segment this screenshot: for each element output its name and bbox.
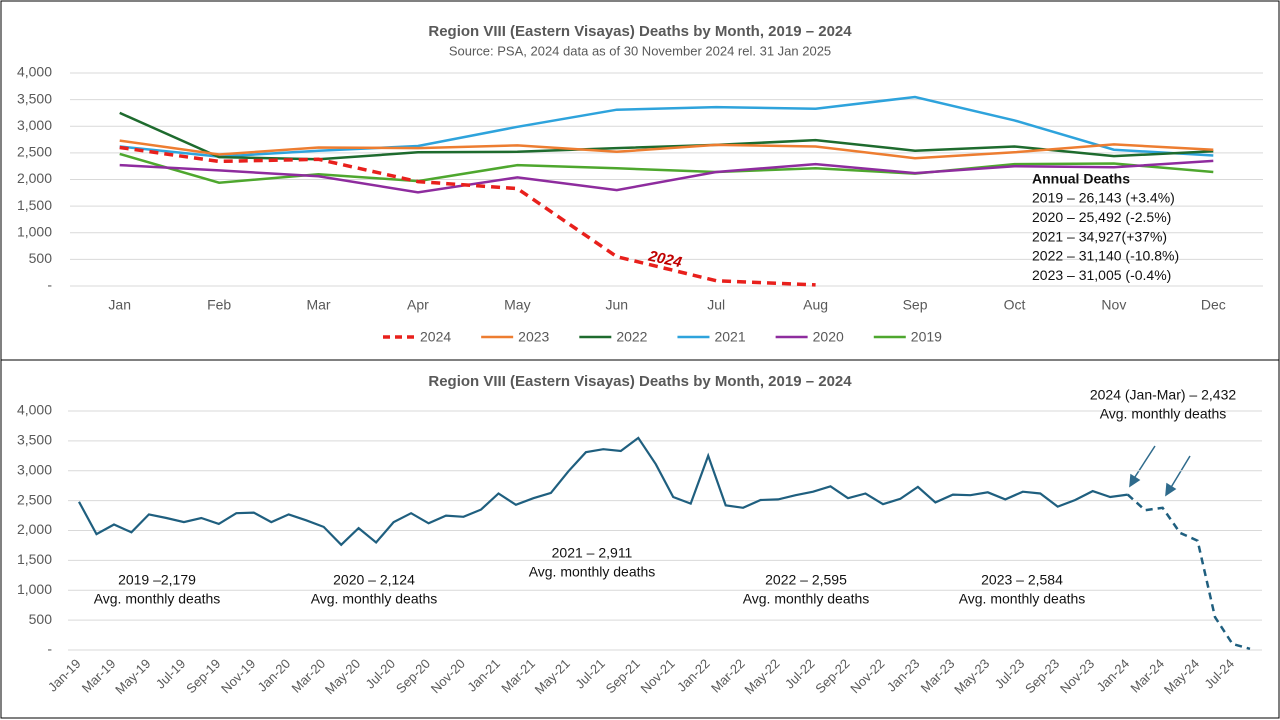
series-line (119, 95, 1214, 158)
annotation: Avg. monthly deaths (529, 564, 656, 580)
y-tick-label: 2,500 (17, 144, 52, 160)
chart-subtitle: Source: PSA, 2024 data as of 30 November… (449, 43, 831, 58)
annotation: 2020 – 25,492 (-2.5%) (1032, 209, 1171, 225)
legend-label: 2019 (911, 329, 942, 345)
legend-label: 2021 (714, 329, 745, 345)
y-tick-label: 4,000 (17, 402, 52, 418)
annotation: Avg. monthly deaths (1100, 406, 1227, 422)
annotation: 2023 – 31,005 (-0.4%) (1032, 267, 1171, 283)
x-tick-label: Jan-19 (45, 656, 84, 695)
x-tick-label: Feb (207, 297, 231, 313)
annotation: 2023 – 2,584 (981, 572, 1063, 588)
y-tick-label: 1,500 (17, 197, 52, 213)
y-tick-label: 2,000 (17, 521, 52, 537)
series-line-dashed (1126, 493, 1251, 651)
x-tick-label: Jan-21 (464, 656, 503, 695)
y-tick-label: 4,000 (17, 64, 52, 80)
x-tick-label: Dec (1201, 297, 1226, 313)
x-tick-label: May-19 (112, 656, 153, 697)
legend-label: 2022 (616, 329, 647, 345)
x-tick-label: Nov-19 (218, 656, 258, 696)
x-tick-label: May (504, 297, 530, 313)
x-tick-label: Nov-20 (428, 656, 468, 696)
x-tick-label: Sep-19 (183, 656, 223, 696)
annotation: 2022 – 31,140 (-10.8%) (1032, 248, 1179, 264)
x-tick-label: Sep (903, 297, 928, 313)
annotation: 2021 – 34,927(+37%) (1032, 228, 1167, 244)
arrows (1129, 445, 1191, 497)
annotation: 2019 – 26,143 (+3.4%) (1032, 190, 1175, 206)
y-tick-label: 1,000 (17, 223, 52, 239)
x-tick-label: Nov (1101, 297, 1126, 313)
x-tick-label: Mar-23 (918, 656, 958, 696)
x-tick-label: Nov-23 (1057, 656, 1097, 696)
legend-label: 2024 (420, 329, 451, 345)
annotation: Avg. monthly deaths (94, 591, 221, 607)
annotation: Avg. monthly deaths (311, 591, 438, 607)
y-tick-label: 2,500 (17, 491, 52, 507)
x-tick-label: Mar-24 (1127, 656, 1167, 696)
y-tick-label: 2,000 (17, 170, 52, 186)
annotation: Avg. monthly deaths (743, 591, 870, 607)
y-tick-label: 500 (29, 250, 53, 266)
x-tick-label: Apr (407, 297, 429, 313)
x-tick-label: Jan-20 (255, 656, 294, 695)
legend-label: 2020 (813, 329, 844, 345)
x-tick-label: Jul-24 (1201, 656, 1237, 692)
chart-frame (0, 359, 1280, 719)
x-tick-label: May-23 (951, 656, 992, 697)
x-tick-label: Aug (803, 297, 828, 313)
x-tick-label: Jun (606, 297, 629, 313)
y-tick-label: - (47, 641, 52, 657)
x-tick-label: Mar (306, 297, 330, 313)
x-tick-label: Mar-19 (79, 656, 119, 696)
annotation: 2019 –2,179 (118, 572, 196, 588)
annotation: 2020 – 2,124 (333, 572, 415, 588)
x-tick-label: Jan-22 (674, 656, 713, 695)
x-tick-label: Sep-21 (603, 656, 643, 696)
y-tick-label: 3,000 (17, 461, 52, 477)
series-label: 2024 (646, 247, 684, 271)
x-tick-label: Sep-23 (1022, 656, 1062, 696)
x-tick-label: May-21 (532, 656, 573, 697)
x-tick-label: Mar-20 (289, 656, 329, 696)
annotation: 2022 – 2,595 (765, 572, 847, 588)
x-tick-label: Nov-21 (638, 656, 678, 696)
y-tick-label: 3,000 (17, 117, 52, 133)
series-line (78, 436, 1128, 547)
x-tick-label: Mar-21 (498, 656, 538, 696)
chart-title: Region VIII (Eastern Visayas) Deaths by … (428, 23, 852, 40)
annotation: Avg. monthly deaths (959, 591, 1086, 607)
x-tick-label: Jan (108, 297, 131, 313)
legend-label: 2023 (518, 329, 549, 345)
series-line (119, 145, 816, 287)
annotation: 2024 (Jan-Mar) – 2,432 (1090, 387, 1237, 403)
y-tick-label: - (47, 277, 52, 293)
x-tick-label: Mar-22 (708, 656, 748, 696)
x-tick-label: Sep-22 (812, 656, 852, 696)
y-tick-label: 500 (29, 611, 53, 627)
annotation-title: Annual Deaths (1032, 171, 1130, 187)
x-tick-label: May-22 (741, 656, 782, 697)
x-tick-label: Jan-23 (884, 656, 923, 695)
x-tick-label: Oct (1004, 297, 1026, 313)
series-line (119, 139, 1214, 160)
chart-title: Region VIII (Eastern Visayas) Deaths by … (428, 373, 852, 390)
x-tick-label: May-20 (322, 656, 363, 697)
x-tick-label: Nov-22 (847, 656, 887, 696)
x-tick-label: May-24 (1161, 656, 1202, 697)
x-tick-label: Jul (707, 297, 725, 313)
annotation: 2021 – 2,911 (552, 545, 633, 561)
y-tick-label: 3,500 (17, 90, 52, 106)
y-tick-label: 3,500 (17, 432, 52, 448)
series-line (119, 159, 1214, 194)
x-tick-label: Sep-20 (393, 656, 433, 696)
x-tick-label: Jan-24 (1093, 656, 1132, 695)
y-tick-label: 1,000 (17, 581, 52, 597)
y-tick-label: 1,500 (17, 551, 52, 567)
